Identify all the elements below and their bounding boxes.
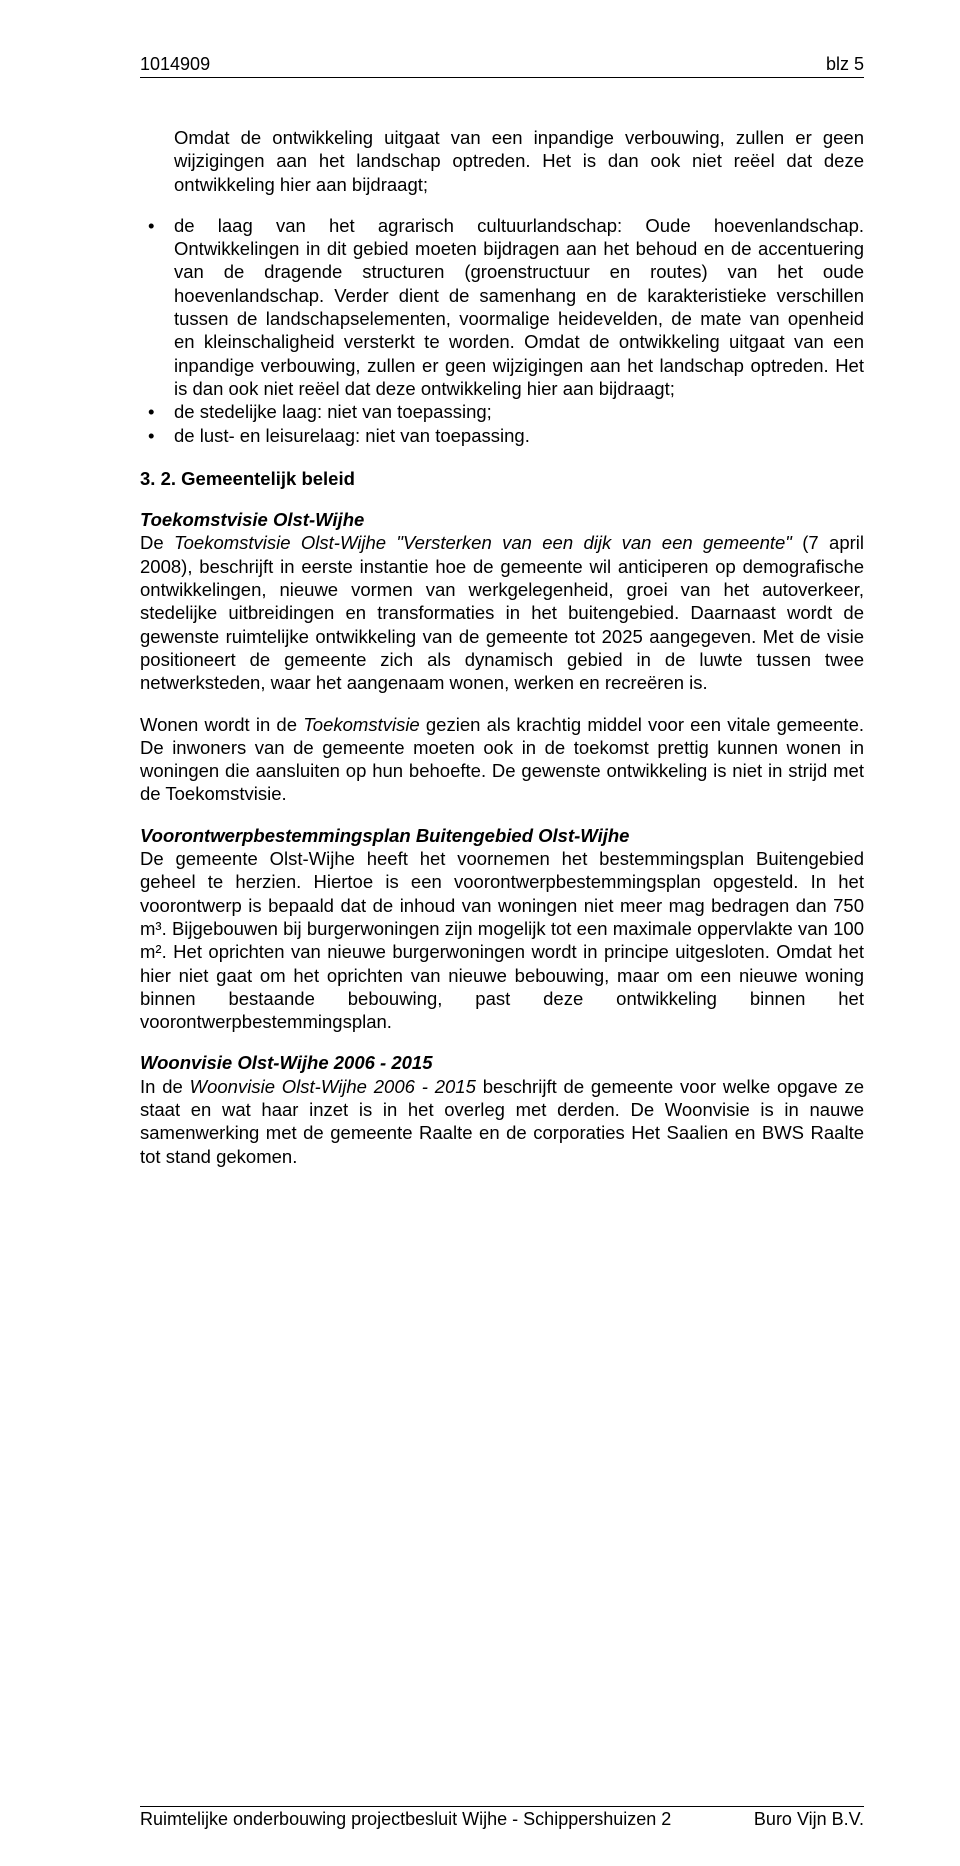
paragraph: De gemeente Olst-Wijhe heeft het voornem… <box>140 847 864 1033</box>
text-run: De <box>140 532 174 553</box>
text-run: (7 april 2008), beschrijft in eerste ins… <box>140 532 864 693</box>
list-item: de lust- en leisurelaag: niet van toepas… <box>140 424 864 447</box>
paragraph: De Toekomstvisie Olst-Wijhe "Versterken … <box>140 531 864 694</box>
paragraph-heading: Toekomstvisie Olst-Wijhe <box>140 508 864 531</box>
section-title: Gemeentelijk beleid <box>181 468 355 489</box>
section-heading: 3. 2. Gemeentelijk beleid <box>140 467 864 490</box>
footer-left: Ruimtelijke onderbouwing projectbesluit … <box>140 1809 671 1830</box>
section-number: 3. 2. <box>140 467 176 490</box>
document-page: 1014909 blz 5 Omdat de ontwikkeling uitg… <box>0 0 960 1866</box>
page-body: Omdat de ontwikkeling uitgaat van een in… <box>140 126 864 1168</box>
text-run: Wonen wordt in de <box>140 714 303 735</box>
doc-id: 1014909 <box>140 54 210 75</box>
text-italic: Woonvisie Olst-Wijhe 2006 - 2015 <box>190 1076 476 1097</box>
page-number: blz 5 <box>826 54 864 75</box>
paragraph: In de Woonvisie Olst-Wijhe 2006 - 2015 b… <box>140 1075 864 1168</box>
paragraph-heading: Voorontwerpbestemmingsplan Buitengebied … <box>140 824 864 847</box>
text-run: In de <box>140 1076 190 1097</box>
paragraph-heading: Woonvisie Olst-Wijhe 2006 - 2015 <box>140 1051 864 1074</box>
paragraph: Wonen wordt in de Toekomstvisie gezien a… <box>140 713 864 806</box>
footer-right: Buro Vijn B.V. <box>754 1809 864 1830</box>
page-footer: Ruimtelijke onderbouwing projectbesluit … <box>140 1806 864 1830</box>
list-item: de laag van het agrarisch cultuurlandsch… <box>140 214 864 400</box>
bullet-list: de laag van het agrarisch cultuurlandsch… <box>140 214 864 447</box>
text-italic: Toekomstvisie Olst-Wijhe "Versterken van… <box>174 532 792 553</box>
list-item: de stedelijke laag: niet van toepassing; <box>140 400 864 423</box>
intro-paragraph: Omdat de ontwikkeling uitgaat van een in… <box>140 126 864 196</box>
text-italic: Toekomstvisie <box>303 714 420 735</box>
page-header: 1014909 blz 5 <box>140 54 864 78</box>
